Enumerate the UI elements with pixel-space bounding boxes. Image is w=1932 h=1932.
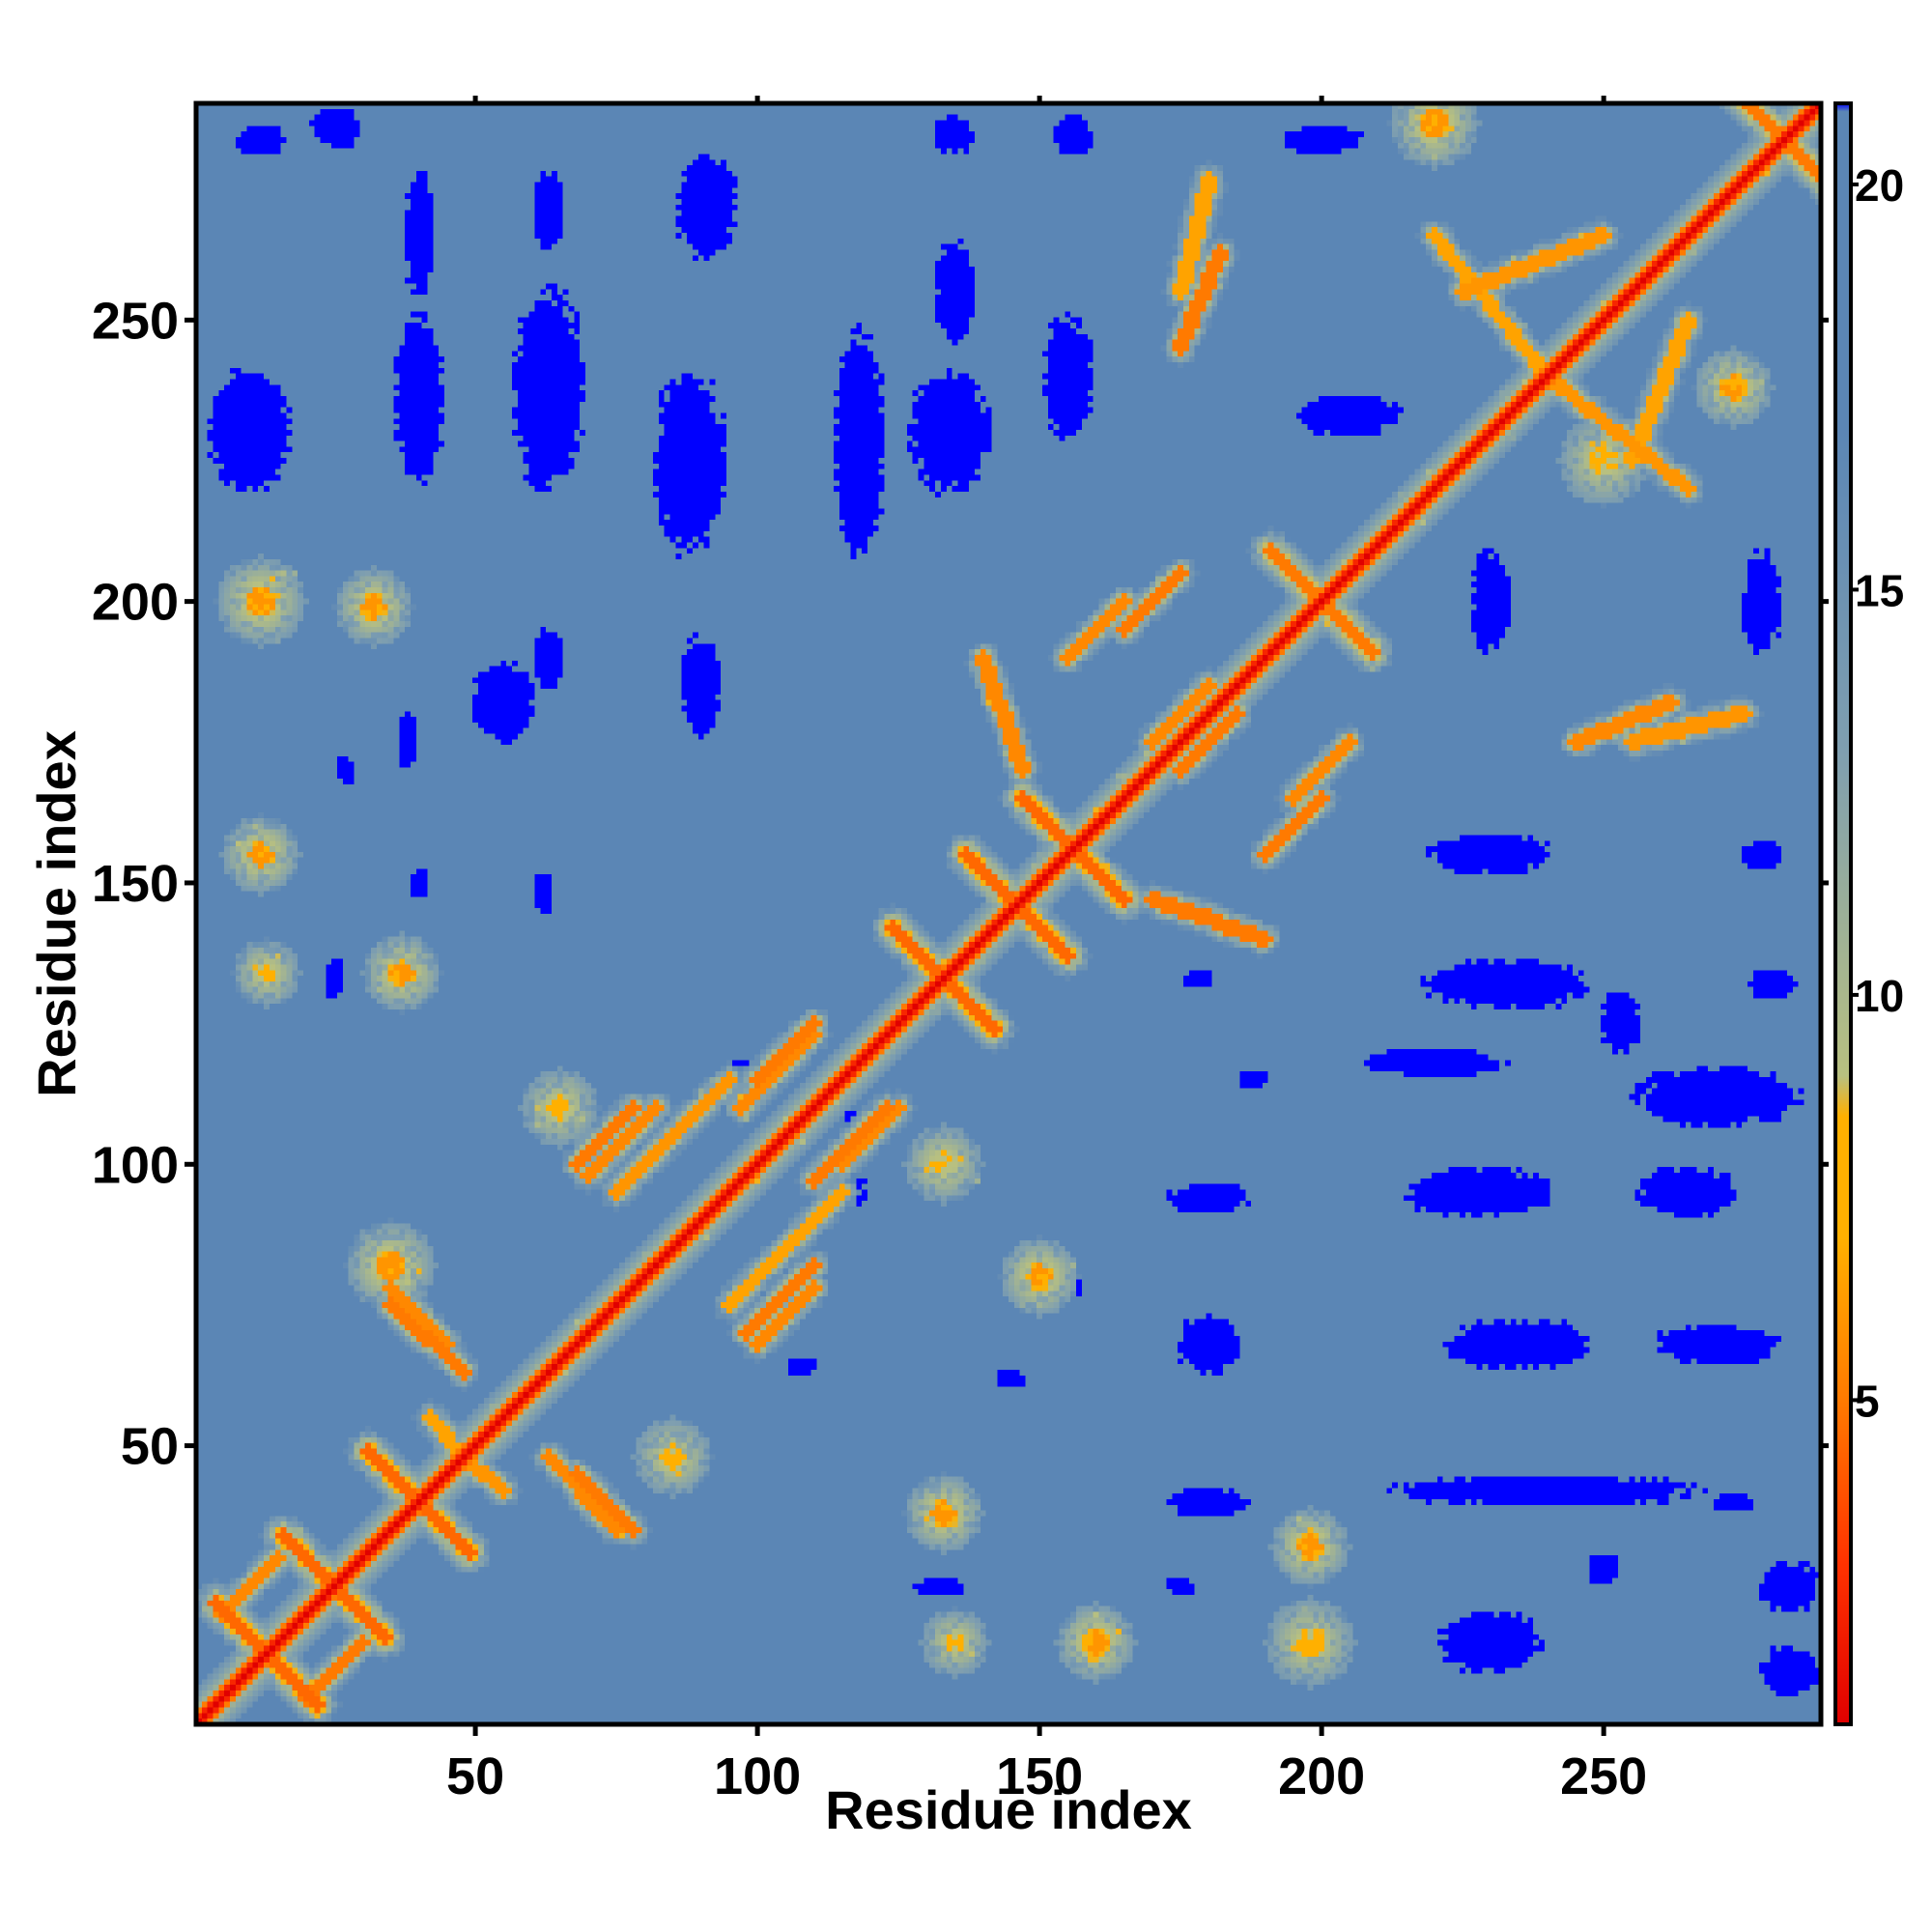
- x-axis-label: Residue index: [825, 1779, 1192, 1840]
- heatmap-cells: [196, 103, 1821, 1724]
- y-tick-label: 150: [92, 855, 179, 913]
- colorbar-frame: [1833, 101, 1853, 1726]
- colorbar-tick-label: 10: [1855, 971, 1904, 1021]
- plot-frame: [193, 100, 1824, 1727]
- top-axis-ticks: [472, 96, 1606, 103]
- right-axis-ticks: [1821, 317, 1829, 1449]
- x-axis: 50 100 150 200 250: [446, 1724, 1647, 1805]
- x-tick-label: 200: [1278, 1747, 1365, 1805]
- colorbar-tick-label: 5: [1855, 1376, 1880, 1426]
- y-tick-label: 50: [121, 1418, 179, 1476]
- colorbar-gradient: [1835, 103, 1851, 1724]
- y-axis-label: Residue index: [26, 730, 87, 1097]
- y-tick-label: 200: [92, 574, 179, 632]
- colorbar-tick-label: 15: [1855, 565, 1904, 615]
- x-tick-label: 250: [1560, 1747, 1647, 1805]
- colorbar-tick-label: 20: [1855, 160, 1904, 211]
- y-tick-label: 100: [92, 1136, 179, 1194]
- x-tick-label: 100: [714, 1747, 801, 1805]
- colorbar: 5 10 15 20: [1833, 101, 1904, 1726]
- y-tick-label: 250: [92, 292, 179, 350]
- y-axis: 50 100 150 200 250: [92, 292, 196, 1476]
- colorbar-ticks: 5 10 15 20: [1851, 160, 1904, 1426]
- heatmap-image: [196, 103, 1821, 1724]
- x-tick-label: 150: [996, 1747, 1083, 1805]
- x-tick-label: 50: [446, 1747, 504, 1805]
